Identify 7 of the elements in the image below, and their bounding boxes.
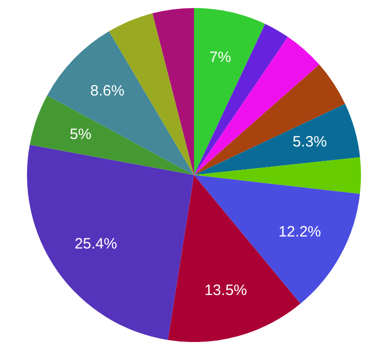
data-label: 5%: [70, 126, 92, 144]
data-label: 12.2%: [278, 223, 321, 240]
data-label: 5.3%: [292, 134, 327, 151]
data-label: 25.4%: [74, 236, 118, 253]
data-label: 13.5%: [204, 282, 247, 300]
data-label: 8.6%: [90, 82, 124, 100]
data-label: 7%: [209, 48, 232, 66]
